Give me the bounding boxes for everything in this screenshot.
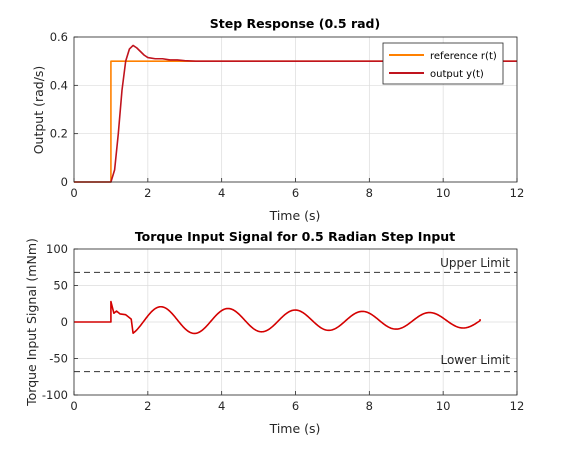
x-tick-label: 4 bbox=[218, 399, 225, 413]
legend-label-reference: reference r(t) bbox=[430, 51, 497, 62]
x-tick-label: 6 bbox=[292, 186, 299, 200]
axes-box bbox=[73, 248, 518, 396]
torque-input-chart: 0 2 4 6 8 10 12 -100 -50 0 50 100 Torque Input Sig… bbox=[24, 229, 524, 436]
x-tick-label: 12 bbox=[510, 186, 525, 200]
legend-label-output: output y(t) bbox=[430, 69, 484, 80]
x-tick-label: 8 bbox=[366, 186, 373, 200]
y-tick-label: 0.4 bbox=[50, 78, 68, 92]
legend: reference r(t) output y(t) bbox=[382, 42, 504, 85]
x-tick-label: 10 bbox=[436, 186, 451, 200]
legend-box bbox=[382, 42, 504, 85]
x-tick-label: 0 bbox=[70, 186, 77, 200]
x-tick-label: 0 bbox=[70, 399, 77, 413]
x-tick-label: 12 bbox=[510, 399, 525, 413]
torque-signal-line bbox=[74, 300, 481, 335]
x-tick-label: 10 bbox=[436, 399, 451, 413]
y-axis-label: Output (rad/s) bbox=[31, 66, 46, 155]
lower-limit-label: Lower Limit bbox=[440, 353, 510, 367]
chart-title: Torque Input Signal for 0.5 Radian Step … bbox=[135, 229, 455, 244]
x-tick-labels: 0 2 4 6 8 10 12 bbox=[70, 399, 524, 413]
x-tick-labels: 0 2 4 6 8 10 12 bbox=[70, 186, 524, 200]
x-tick-label: 2 bbox=[144, 399, 151, 413]
series-group bbox=[74, 300, 481, 335]
y-tick-label: 0.2 bbox=[50, 127, 68, 141]
y-axis-label: Torque Input Signal (mNm) bbox=[24, 238, 39, 407]
output-line bbox=[74, 44, 517, 183]
axes-box bbox=[73, 36, 518, 183]
step-response-chart: 0 2 4 6 8 10 12 0 0.2 0.4 0.6 Step Response (0.5 … bbox=[31, 16, 524, 223]
y-tick-label: -100 bbox=[42, 388, 68, 402]
x-axis-label: Time (s) bbox=[269, 208, 321, 223]
y-tick-label: -50 bbox=[49, 352, 68, 366]
y-tick-label: 100 bbox=[46, 242, 68, 256]
y-tick-labels: -100 -50 0 50 100 bbox=[42, 242, 68, 402]
chart-title: Step Response (0.5 rad) bbox=[210, 16, 380, 31]
x-tick-label: 4 bbox=[218, 186, 225, 200]
x-tick-label: 8 bbox=[366, 399, 373, 413]
y-tick-labels: 0 0.2 0.4 0.6 bbox=[50, 30, 68, 189]
x-axis-label: Time (s) bbox=[269, 421, 321, 436]
limit-lines bbox=[74, 271, 517, 373]
y-tick-label: 0 bbox=[61, 315, 68, 329]
x-tick-label: 6 bbox=[292, 399, 299, 413]
y-tick-label: 50 bbox=[53, 279, 68, 293]
y-tick-label: 0 bbox=[61, 175, 68, 189]
x-tick-label: 2 bbox=[144, 186, 151, 200]
upper-limit-label: Upper Limit bbox=[440, 256, 510, 270]
y-tick-label: 0.6 bbox=[50, 30, 68, 44]
